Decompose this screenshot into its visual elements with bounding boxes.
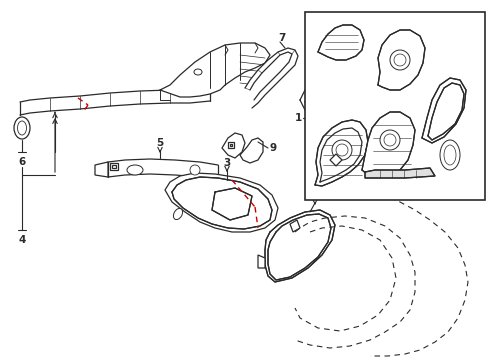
Text: 7: 7	[278, 33, 285, 43]
Circle shape	[393, 54, 405, 66]
Polygon shape	[317, 25, 363, 60]
Polygon shape	[258, 255, 264, 268]
Polygon shape	[222, 133, 244, 158]
Polygon shape	[227, 142, 234, 148]
Text: 1: 1	[294, 113, 302, 123]
Text: 5: 5	[156, 138, 163, 148]
Circle shape	[331, 140, 351, 160]
Ellipse shape	[173, 208, 182, 220]
Ellipse shape	[439, 140, 459, 170]
Polygon shape	[299, 80, 336, 112]
Text: 3: 3	[223, 158, 230, 168]
Polygon shape	[377, 30, 424, 90]
Polygon shape	[267, 214, 330, 280]
Polygon shape	[212, 188, 251, 220]
Polygon shape	[364, 168, 434, 178]
Polygon shape	[427, 83, 463, 140]
Polygon shape	[95, 162, 108, 177]
Text: 9: 9	[269, 143, 276, 153]
Polygon shape	[264, 210, 334, 282]
Polygon shape	[361, 112, 414, 177]
Ellipse shape	[14, 117, 30, 139]
Circle shape	[379, 130, 399, 150]
Circle shape	[383, 134, 395, 146]
Polygon shape	[110, 163, 118, 170]
Polygon shape	[160, 43, 269, 97]
Ellipse shape	[127, 165, 142, 175]
Text: 6: 6	[19, 157, 25, 167]
Text: 2: 2	[316, 191, 323, 201]
Ellipse shape	[194, 69, 202, 75]
Polygon shape	[20, 88, 209, 115]
Polygon shape	[240, 138, 263, 163]
Polygon shape	[314, 120, 367, 186]
Bar	[305, 12, 484, 200]
Polygon shape	[244, 48, 297, 108]
Ellipse shape	[443, 145, 455, 165]
Polygon shape	[164, 173, 278, 232]
Text: 4: 4	[18, 235, 26, 245]
Circle shape	[190, 165, 200, 175]
Circle shape	[335, 144, 347, 156]
Polygon shape	[421, 78, 465, 143]
Ellipse shape	[18, 121, 26, 135]
Polygon shape	[112, 165, 116, 168]
Polygon shape	[289, 220, 299, 232]
Polygon shape	[329, 154, 341, 166]
Text: 8: 8	[346, 101, 353, 111]
Polygon shape	[172, 177, 271, 229]
Polygon shape	[229, 144, 231, 146]
Circle shape	[389, 50, 409, 70]
Polygon shape	[108, 159, 218, 180]
